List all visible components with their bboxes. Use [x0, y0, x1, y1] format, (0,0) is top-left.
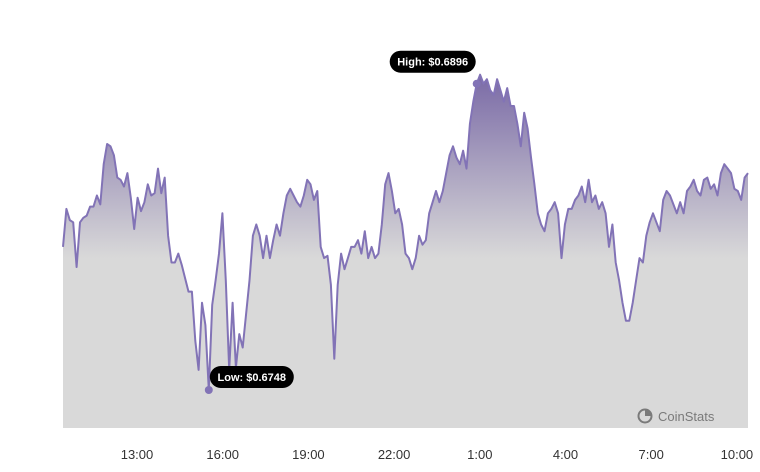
x-tick-label: 1:00 — [467, 447, 492, 462]
low-callout: Low: $0.6748 — [204, 366, 294, 394]
x-tick-label: 13:00 — [121, 447, 154, 462]
annotations: High: $0.6896 Low: $0.6748 — [204, 50, 481, 394]
x-axis: 13:00 16:00 19:00 22:00 1:00 4:00 7:00 10:00 — [121, 447, 753, 462]
low-marker — [204, 386, 213, 394]
high-marker — [472, 79, 481, 88]
coinstats-logo-icon — [637, 408, 653, 424]
x-tick-label: 10:00 — [721, 447, 754, 462]
high-label: High: $0.6896 — [397, 57, 468, 69]
x-tick-label: 7:00 — [639, 447, 664, 462]
plot-area — [62, 73, 749, 428]
brand-watermark: CoinStats — [637, 408, 715, 424]
x-tick-label: 4:00 — [553, 447, 578, 462]
x-tick-label: 19:00 — [292, 447, 325, 462]
x-tick-label: 16:00 — [206, 447, 239, 462]
high-callout: High: $0.6896 — [389, 50, 481, 88]
x-tick-label: 22:00 — [378, 447, 411, 462]
brand-name: CoinStats — [658, 409, 715, 424]
series-line — [62, 73, 749, 391]
low-label: Low: $0.6748 — [218, 372, 286, 384]
